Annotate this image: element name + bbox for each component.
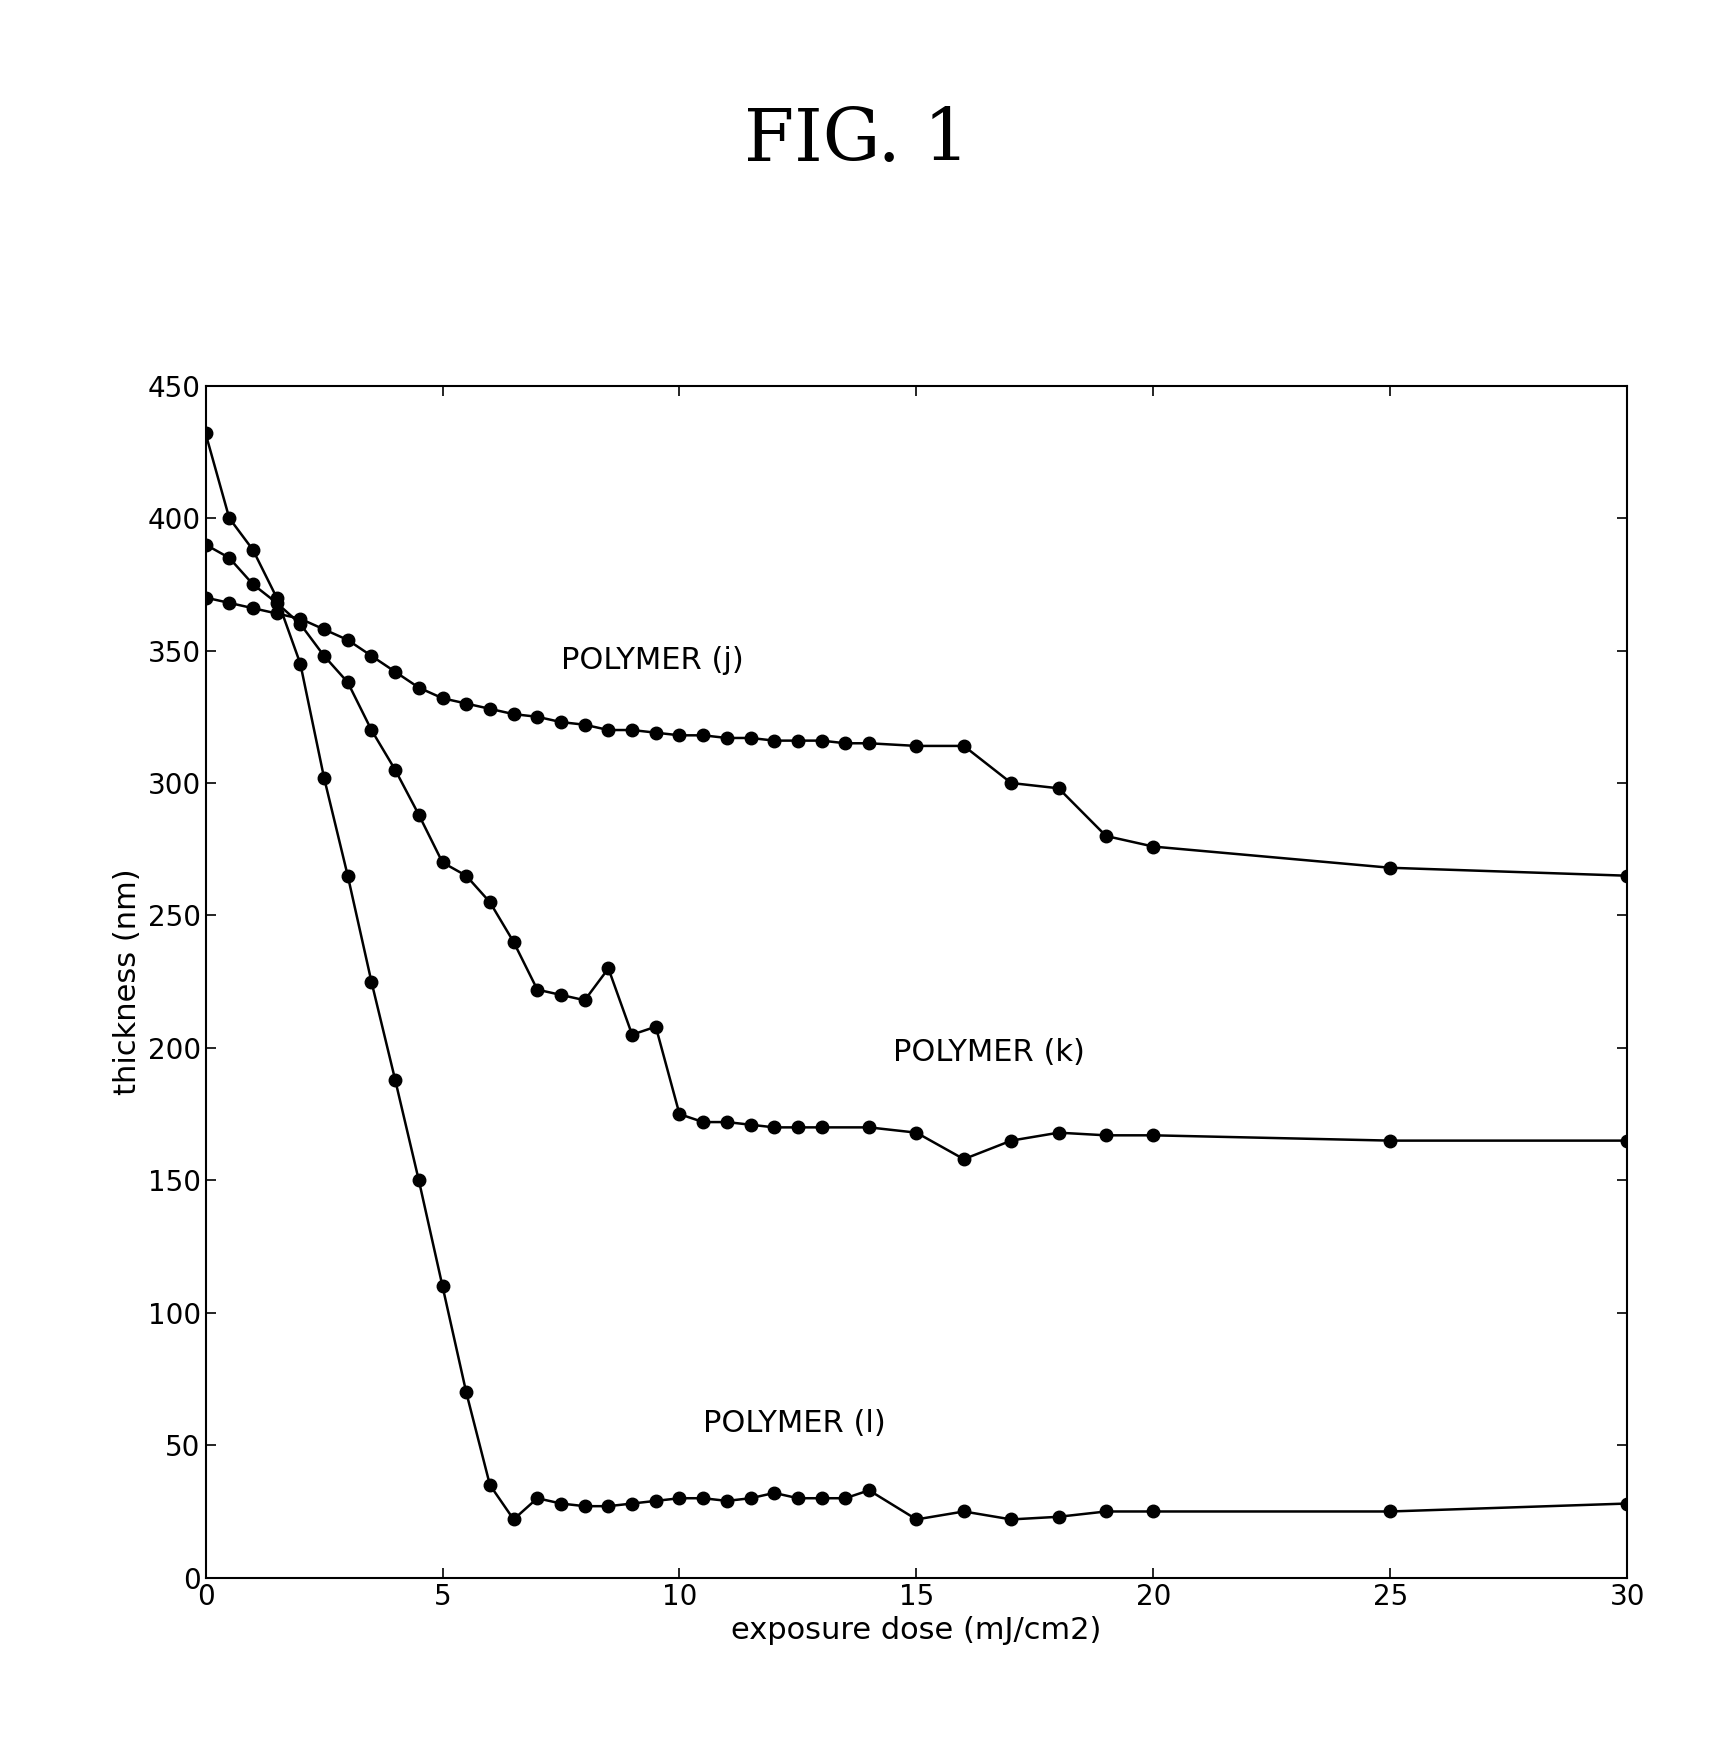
Text: FIG. 1: FIG. 1 [743, 105, 970, 175]
X-axis label: exposure dose (mJ/cm2): exposure dose (mJ/cm2) [731, 1616, 1101, 1644]
Text: POLYMER (k): POLYMER (k) [892, 1038, 1084, 1068]
Text: POLYMER (l): POLYMER (l) [704, 1409, 886, 1437]
Y-axis label: thickness (nm): thickness (nm) [113, 868, 142, 1096]
Text: POLYMER (j): POLYMER (j) [560, 647, 743, 675]
